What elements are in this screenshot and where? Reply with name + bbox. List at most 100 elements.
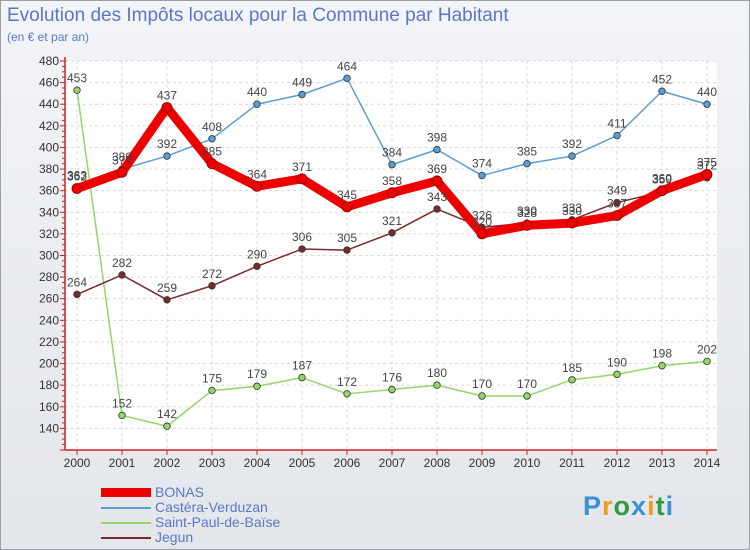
data-point-saint-paul-de-baise: [208, 386, 216, 395]
data-point-bonas: [566, 217, 578, 229]
data-point-jegun: [253, 262, 261, 271]
chart-title: Evolution des Impôts locaux pour la Comm…: [7, 5, 509, 26]
data-label-saint-paul-de-baise: 202: [697, 342, 717, 356]
data-label-jegun: 282: [112, 256, 132, 270]
data-label-saint-paul-de-baise: 152: [112, 396, 132, 410]
data-label-jegun: 305: [337, 231, 357, 245]
data-point-jegun: [298, 245, 306, 253]
x-tick-label: 2013: [649, 456, 676, 470]
data-label-jegun: 343: [427, 190, 447, 204]
x-tick-label: 2005: [289, 456, 316, 470]
y-tick-label: 440: [39, 97, 59, 111]
data-label-saint-paul-de-baise: 187: [292, 359, 312, 373]
data-label-bonas: 369: [427, 162, 447, 176]
data-point-castera-verduzan: [478, 171, 486, 180]
data-point-bonas: [431, 175, 443, 187]
legend-swatch-jegun: [101, 536, 151, 539]
chart-legend: BONAS Castéra-Verduzan Saint-Paul-de-Baï…: [101, 485, 280, 545]
x-tick-label: 2010: [514, 456, 541, 470]
data-point-bonas: [701, 169, 713, 180]
y-tick-label: 460: [39, 76, 59, 90]
y-tick-label: 320: [39, 227, 59, 241]
data-point-bonas: [161, 102, 173, 113]
y-tick-label: 200: [39, 357, 59, 371]
y-tick-label: 140: [39, 421, 59, 435]
data-label-jegun: 330: [517, 204, 537, 218]
chart-subtitle: (en € et par an): [7, 30, 90, 44]
data-label-bonas: 360: [652, 172, 672, 186]
data-point-saint-paul-de-baise: [613, 370, 621, 379]
x-tick-label: 2014: [694, 456, 721, 470]
data-point-castera-verduzan: [703, 100, 711, 108]
data-label-castera-verduzan: 452: [652, 72, 672, 86]
data-label-bonas: 385: [202, 145, 222, 159]
y-tick-label: 260: [39, 292, 59, 306]
data-label-bonas: 371: [292, 160, 312, 174]
data-point-castera-verduzan: [613, 131, 621, 140]
data-point-bonas: [296, 173, 308, 185]
legend-item-saint-paul-de-baise: Saint-Paul-de-Baïse: [101, 515, 280, 530]
data-label-jegun: 326: [472, 208, 492, 222]
data-point-saint-paul-de-baise: [343, 390, 351, 398]
data-point-castera-verduzan: [208, 135, 216, 143]
data-point-saint-paul-de-baise: [703, 357, 711, 366]
data-point-saint-paul-de-baise: [73, 86, 81, 94]
data-label-jegun: 349: [607, 184, 627, 198]
data-label-jegun: 372: [697, 159, 717, 173]
proxiti-logo: Proxiti: [583, 491, 674, 522]
data-point-bonas: [341, 201, 353, 213]
data-point-jegun: [343, 246, 351, 254]
data-point-bonas: [521, 219, 533, 231]
data-point-castera-verduzan: [523, 159, 531, 168]
data-label-castera-verduzan: 408: [202, 120, 222, 134]
x-tick-label: 2011: [559, 456, 585, 470]
data-point-saint-paul-de-baise: [658, 362, 666, 370]
legend-label-castera-verduzan: Castéra-Verduzan: [155, 499, 268, 515]
x-tick-label: 2012: [604, 456, 631, 470]
data-point-saint-paul-de-baise: [523, 392, 531, 400]
data-label-saint-paul-de-baise: 142: [157, 407, 177, 421]
data-point-jegun: [208, 282, 216, 290]
y-tick-label: 300: [39, 249, 59, 263]
data-point-castera-verduzan: [343, 74, 351, 82]
data-label-bonas: 345: [337, 188, 357, 202]
data-label-castera-verduzan: 384: [382, 146, 402, 160]
data-label-jegun: 333: [562, 201, 582, 215]
y-tick-label: 420: [39, 119, 59, 133]
data-point-jegun: [163, 296, 171, 304]
data-label-castera-verduzan: 440: [247, 85, 267, 99]
logo-letter: r: [602, 491, 614, 521]
legend-label-bonas: BONAS: [155, 484, 205, 500]
y-tick-label: 340: [39, 205, 59, 219]
data-label-bonas: 375: [697, 155, 717, 169]
x-tick-label: 2002: [154, 456, 181, 470]
legend-item-castera-verduzan: Castéra-Verduzan: [101, 500, 280, 515]
x-tick-label: 2006: [334, 456, 361, 470]
logo-letter: i: [665, 491, 675, 521]
data-point-saint-paul-de-baise: [298, 373, 306, 382]
x-tick-label: 2008: [424, 456, 451, 470]
data-point-jegun: [613, 198, 621, 207]
data-label-saint-paul-de-baise: 185: [562, 361, 582, 375]
data-label-castera-verduzan: 380: [112, 150, 132, 164]
x-tick-label: 2001: [109, 456, 136, 470]
data-label-castera-verduzan: 363: [67, 168, 87, 182]
data-label-castera-verduzan: 385: [517, 145, 537, 159]
data-point-castera-verduzan: [253, 100, 261, 108]
data-point-saint-paul-de-baise: [253, 382, 261, 390]
logo-letter: i: [647, 491, 656, 521]
data-point-castera-verduzan: [568, 152, 576, 160]
data-label-bonas: 437: [157, 88, 177, 102]
data-label-bonas: 337: [607, 197, 627, 211]
data-point-bonas: [116, 166, 128, 178]
legend-swatch-castera-verduzan: [101, 506, 151, 509]
data-label-castera-verduzan: 449: [292, 75, 312, 89]
logo-letter: P: [583, 491, 603, 521]
data-point-saint-paul-de-baise: [568, 376, 576, 384]
legend-label-saint-paul-de-baise: Saint-Paul-de-Baïse: [155, 514, 281, 530]
data-point-saint-paul-de-baise: [163, 422, 171, 430]
data-label-castera-verduzan: 411: [607, 117, 626, 131]
x-tick-label: 2004: [244, 456, 271, 470]
data-point-bonas: [251, 180, 263, 192]
data-label-bonas: 320: [472, 215, 492, 229]
